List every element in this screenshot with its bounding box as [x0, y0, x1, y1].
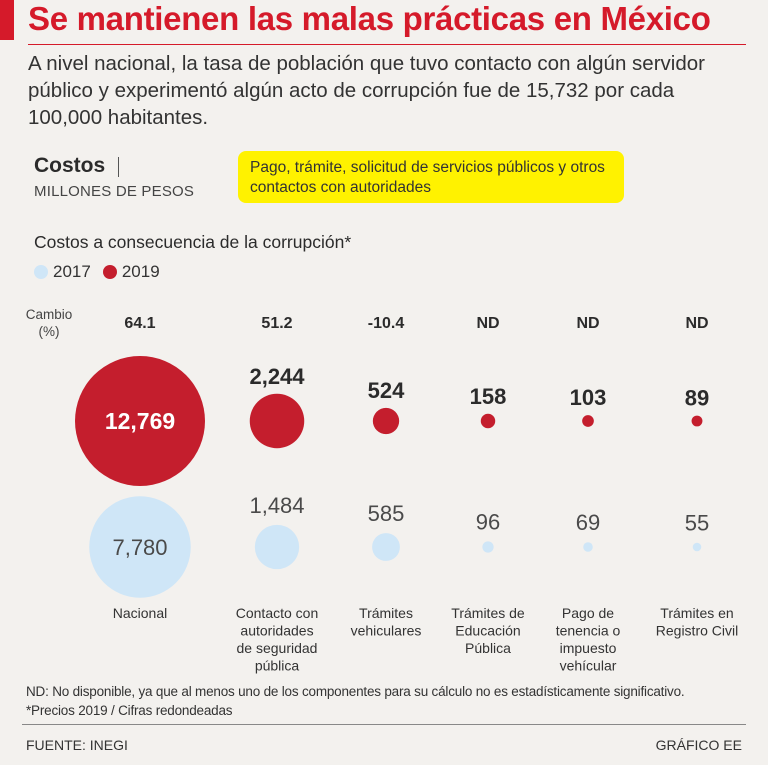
- title-divider: [28, 44, 746, 45]
- footnote-nd: ND: No disponible, ya que al menos uno d…: [26, 684, 685, 699]
- scope-note-box: Pago, trámite, solicitud de servicios pú…: [238, 151, 624, 203]
- value-label-2019-3: 158: [470, 384, 507, 409]
- footer-divider: [22, 724, 746, 725]
- bubble-chart: 64.1 12,769 7,780 Nacional 51.2 2,244 1,484 Con…: [75, 315, 738, 674]
- cambio-value-4: ND: [576, 315, 599, 332]
- category-label-line: de seguridad: [237, 640, 318, 656]
- cambio-label: Cambio (%): [24, 306, 74, 340]
- source-label: FUENTE: INEGI: [26, 737, 128, 753]
- category-label-3: Trámites de Educación Pública: [451, 605, 525, 656]
- value-label-2017-5: 55: [685, 511, 709, 536]
- value-label-2017-4: 69: [576, 510, 600, 535]
- category-label-line: Pago de: [562, 605, 614, 621]
- bubble-2017-0: [89, 496, 191, 598]
- category-label-line: vehiculares: [351, 623, 422, 639]
- cambio-value-5: ND: [685, 315, 708, 332]
- bubble-2017-1: [254, 524, 300, 570]
- category-label-line: Trámites de: [451, 605, 525, 621]
- cambio-label-text: Cambio (%): [25, 307, 73, 339]
- chart-legend: 2017 2019: [34, 262, 172, 282]
- chart-title: Costos a consecuencia de la corrupción*: [34, 232, 352, 252]
- cambio-value-3: ND: [476, 315, 499, 332]
- category-label-0: Nacional: [113, 605, 167, 621]
- bubble-2019-5: [691, 415, 703, 427]
- value-label-2017-2: 585: [368, 501, 405, 526]
- bubble-2019-4: [582, 415, 594, 427]
- value-label-2017-1: 1,484: [249, 493, 304, 518]
- value-label-2019-1: 2,244: [249, 364, 305, 389]
- page-subtitle: A nivel nacional, la tasa de población q…: [28, 52, 705, 129]
- scope-note-text: Pago, trámite, solicitud de servicios pú…: [250, 159, 605, 196]
- bubble-2017-4: [583, 542, 593, 552]
- legend-item-2019: 2019: [102, 262, 160, 282]
- bubble-2017-3: [482, 541, 494, 553]
- category-label-line: tenencia o: [556, 623, 621, 639]
- value-label-2017-3: 96: [476, 509, 500, 534]
- legend-label-2017: 2017: [53, 262, 91, 281]
- cambio-value-2: -10.4: [368, 315, 405, 332]
- category-label-1: Contacto con autoridades de seguridad públi…: [236, 605, 319, 674]
- category-label-line: Pública: [465, 640, 511, 656]
- value-label-2019-0: 12,769: [105, 408, 175, 434]
- category-label-line: Nacional: [113, 605, 167, 621]
- bubble-2017-5: [692, 542, 702, 552]
- value-label-2019-4: 103: [570, 385, 607, 410]
- category-label-4: Pago de tenencia o impuesto vehícular: [556, 605, 621, 674]
- category-label-line: vehícular: [560, 658, 617, 674]
- costos-unit: MILLONES DE PESOS: [34, 183, 195, 200]
- bubble-2019-0: [75, 356, 205, 486]
- category-label-5: Trámites en Registro Civil: [656, 605, 738, 639]
- value-label-2019-5: 89: [685, 386, 709, 411]
- cambio-value-1: 51.2: [261, 315, 292, 332]
- category-label-line: autoridades: [240, 623, 313, 639]
- legend-swatch-2019: [102, 265, 117, 279]
- credit-label: GRÁFICO EE: [655, 737, 742, 753]
- value-label-2019-2: 524: [368, 378, 405, 403]
- category-label-line: impuesto: [560, 640, 617, 656]
- category-label-line: Trámites: [359, 605, 413, 621]
- category-label-line: pública: [255, 658, 300, 674]
- bubble-2019-2: [372, 407, 400, 435]
- bubble-2019-1: [249, 393, 305, 449]
- costos-title: Costos: [34, 154, 106, 177]
- bubble-2019-3: [480, 413, 496, 429]
- legend-swatch-2017: [34, 265, 48, 279]
- bubble-2017-2: [372, 533, 400, 561]
- category-label-2: Trámites vehiculares: [351, 605, 422, 639]
- category-label-line: Registro Civil: [656, 623, 738, 639]
- footnote-prices: *Precios 2019 / Cifras redondeadas: [26, 703, 233, 718]
- category-label-line: Educación: [455, 623, 520, 639]
- cambio-value-0: 64.1: [124, 315, 155, 332]
- costos-divider: [118, 157, 119, 177]
- legend-label-2019: 2019: [121, 262, 160, 281]
- category-label-line: Contacto con: [236, 605, 319, 621]
- value-label-2017-0: 7,780: [112, 535, 167, 560]
- page-title: Se mantienen las malas prácticas en Méxi…: [28, 0, 711, 37]
- legend-item-2017: 2017: [34, 262, 91, 282]
- title-accent-bar: [0, 0, 14, 40]
- category-label-line: Trámites en: [660, 605, 733, 621]
